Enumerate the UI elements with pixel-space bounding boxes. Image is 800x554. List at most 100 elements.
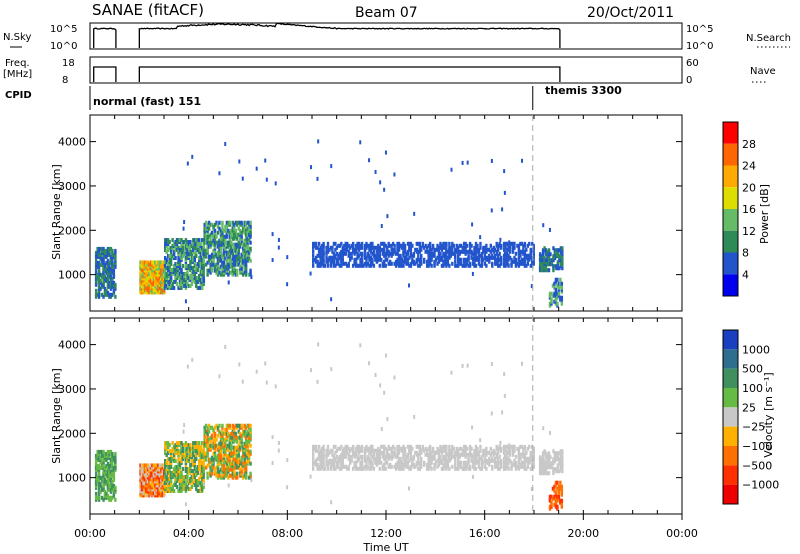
velocity-cell-1594	[409, 448, 413, 453]
power-cell-1855	[485, 247, 488, 252]
velocity-cell-134	[108, 477, 111, 482]
power-colorbar-band-7	[723, 274, 738, 296]
power-cell-131	[108, 292, 111, 297]
power-cell-1875	[492, 245, 495, 250]
velocity-cell-1027	[228, 451, 232, 456]
velocity-cell-1238	[312, 444, 315, 449]
power-cell-1528	[394, 259, 398, 264]
power-cell-767	[199, 252, 202, 257]
velocity-cell-1755	[457, 448, 460, 453]
velocity-cell-1165	[243, 451, 246, 456]
velocity-cell-627	[183, 443, 186, 448]
power-cell-119	[106, 276, 110, 281]
velocity-cell-1055	[231, 459, 234, 464]
velocity-cell-719	[193, 441, 196, 446]
power-cell-1106	[236, 220, 239, 225]
velocity-cell-1394	[357, 466, 361, 471]
power-cell-697	[192, 256, 195, 261]
power-cell-783	[201, 246, 204, 251]
velocity-cell-668	[189, 486, 192, 491]
power-cell-2191	[499, 237, 502, 242]
velocity-cell-1767	[461, 452, 464, 457]
velocity-cell-471	[166, 482, 170, 487]
power-cell-132	[108, 284, 111, 289]
velocity-cell-365	[155, 463, 159, 468]
power-cell-1874	[492, 249, 495, 254]
velocity-cell-2099	[555, 467, 558, 472]
velocity-cell-1616	[418, 466, 421, 471]
velocity-cell-1118	[237, 429, 240, 434]
power-cell-822	[206, 272, 209, 277]
velocity-cell-1855	[485, 450, 488, 455]
power-cell-562	[177, 285, 180, 290]
power-cell-910	[216, 250, 220, 255]
power-cell-1527	[394, 263, 398, 268]
velocity-cell-761	[199, 474, 202, 479]
velocity-cell-1523	[393, 464, 396, 469]
velocity-cell-715	[193, 455, 196, 460]
velocity-cell-476	[166, 465, 170, 469]
velocity-cell-1829	[477, 460, 481, 465]
velocity-cell-1358	[347, 464, 350, 469]
velocity-cell-1	[94, 495, 98, 500]
velocity-cell-1116	[237, 443, 240, 448]
velocity-cell-1676	[436, 450, 439, 455]
power-cell-139	[108, 260, 111, 265]
velocity-cell-1345	[343, 450, 346, 455]
velocity-cell-1513	[388, 454, 392, 459]
power-cell-1933	[507, 243, 510, 248]
power-cell-1337	[341, 257, 344, 262]
velocity-cell-1828	[477, 464, 481, 469]
velocity-cell-648	[186, 472, 189, 477]
power-cell-294	[148, 266, 151, 271]
velocity-cell-1737	[452, 454, 455, 459]
power-cell-1356	[346, 241, 349, 246]
power-cell-185	[114, 294, 117, 299]
power-cell-1073	[233, 246, 236, 251]
velocity-cell-2206	[393, 375, 396, 380]
power-cell-1318	[335, 251, 339, 256]
velocity-cell-2101	[555, 455, 558, 460]
velocity-cell-878	[212, 427, 215, 432]
power-cell-1470	[377, 251, 380, 256]
power-cell-2187	[472, 256, 475, 261]
velocity-cell-675	[189, 463, 192, 468]
velocity-cell-1582	[406, 444, 410, 449]
power-cell-1374	[351, 241, 355, 246]
power-cell-1268	[320, 247, 324, 252]
power-cell-1906	[499, 243, 503, 248]
velocity-cell-1431	[366, 454, 370, 459]
power-cell-1885	[495, 249, 498, 254]
velocity-cell-644	[184, 441, 188, 446]
velocity-cell-2218	[184, 502, 187, 507]
velocity-cell-924	[218, 445, 221, 450]
power-cell-2229	[379, 180, 382, 185]
power-cell-948	[221, 254, 224, 259]
velocity-cell-591	[178, 441, 182, 446]
power-cell-878	[212, 224, 215, 229]
velocity-cell-2090	[552, 457, 555, 462]
power-cell-184	[112, 252, 116, 257]
power-cell-1251	[317, 261, 321, 266]
power-cell-1775	[462, 241, 466, 246]
power-cell-681	[190, 281, 194, 286]
velocity-cell-2082	[549, 455, 552, 460]
power-cell-1482	[380, 241, 383, 246]
power-cell-367	[157, 288, 160, 293]
power-cell-792	[202, 263, 205, 268]
velocity-cell-729	[195, 449, 198, 454]
velocity-cell-2185	[271, 435, 274, 440]
power-cell-214	[140, 284, 144, 289]
power-cell-691	[192, 277, 195, 282]
velocity-cell-964	[222, 463, 226, 468]
power-cell-1367	[350, 251, 353, 256]
velocity-cell-1245	[314, 444, 318, 449]
velocity-cell-1485	[381, 454, 384, 459]
power-cell-815	[204, 248, 208, 253]
velocity-cell-1989	[523, 452, 527, 457]
velocity-cell-671	[189, 476, 192, 481]
velocity-cell-1919	[504, 448, 507, 453]
velocity-cell-555	[175, 465, 179, 469]
power-cell-1288	[326, 249, 330, 254]
power-cell-2107	[556, 252, 560, 257]
